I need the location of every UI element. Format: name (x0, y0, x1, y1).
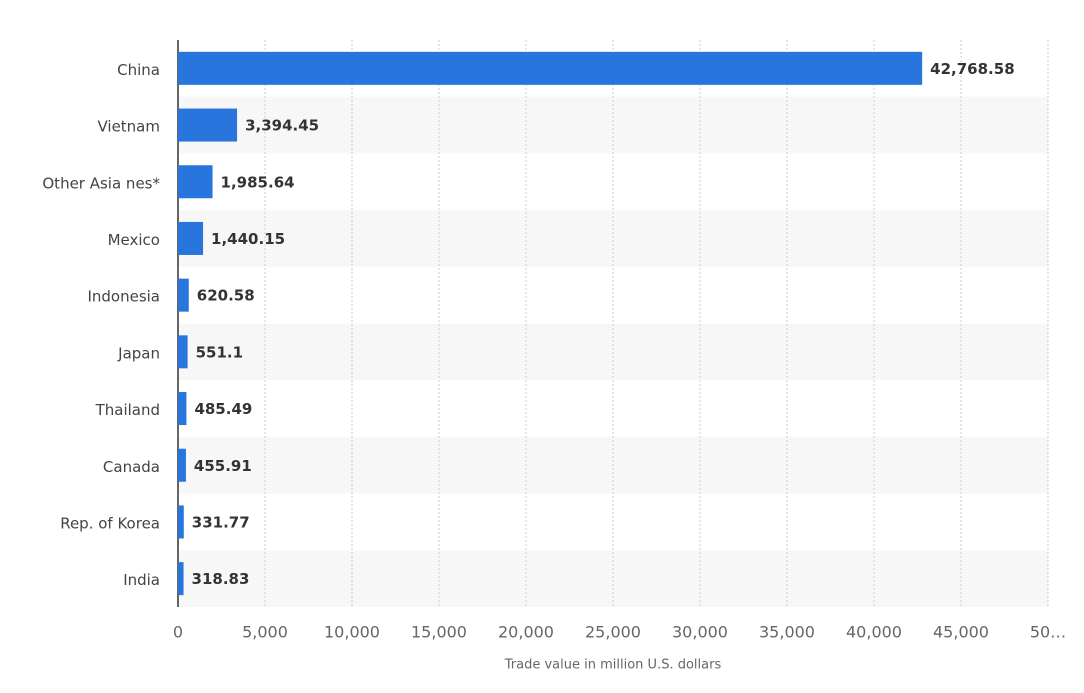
bar (178, 278, 189, 312)
y-tick-label: India (123, 571, 160, 589)
x-tick-label: 0 (173, 623, 183, 642)
bar (178, 562, 184, 596)
x-tick-label: 40,000 (846, 623, 902, 642)
bar (178, 448, 186, 482)
bar (178, 165, 213, 199)
y-tick-label: Vietnam (97, 118, 160, 136)
x-axis-label: Trade value in million U.S. dollars (504, 658, 722, 673)
data-label: 455.91 (194, 457, 252, 475)
data-label: 331.77 (192, 513, 250, 531)
x-tick-label: 20,000 (498, 623, 554, 642)
y-tick-label: Japan (117, 344, 160, 362)
x-tick-label: 25,000 (585, 623, 641, 642)
bar (178, 108, 238, 142)
bar (178, 505, 184, 539)
x-tick-label: 10,000 (324, 623, 380, 642)
y-tick-label: Other Asia nes* (42, 174, 160, 192)
data-label: 1,985.64 (221, 173, 295, 191)
row-band (178, 210, 1048, 267)
x-tick-label: 15,000 (411, 623, 467, 642)
data-label: 551.1 (196, 343, 243, 361)
x-tick-label: 5,000 (242, 623, 288, 642)
data-label: 485.49 (194, 400, 252, 418)
bar (178, 51, 923, 85)
x-tick-label: 50… (1030, 623, 1066, 642)
y-tick-label: Canada (103, 458, 160, 476)
bar (178, 221, 204, 255)
bar (178, 335, 188, 369)
data-label: 42,768.58 (930, 60, 1014, 78)
y-tick-label: Rep. of Korea (60, 514, 160, 532)
bar (178, 392, 187, 426)
data-label: 1,440.15 (211, 230, 285, 248)
y-tick-label: Mexico (108, 231, 160, 249)
row-band (178, 550, 1048, 607)
x-tick-label: 45,000 (933, 623, 989, 642)
y-tick-label: China (117, 61, 160, 79)
data-label: 620.58 (197, 287, 255, 305)
y-tick-label: Thailand (95, 401, 160, 419)
data-label: 318.83 (192, 570, 250, 588)
x-tick-label: 35,000 (759, 623, 815, 642)
y-tick-label: Indonesia (87, 288, 160, 306)
x-tick-label: 30,000 (672, 623, 728, 642)
data-label: 3,394.45 (245, 117, 319, 135)
